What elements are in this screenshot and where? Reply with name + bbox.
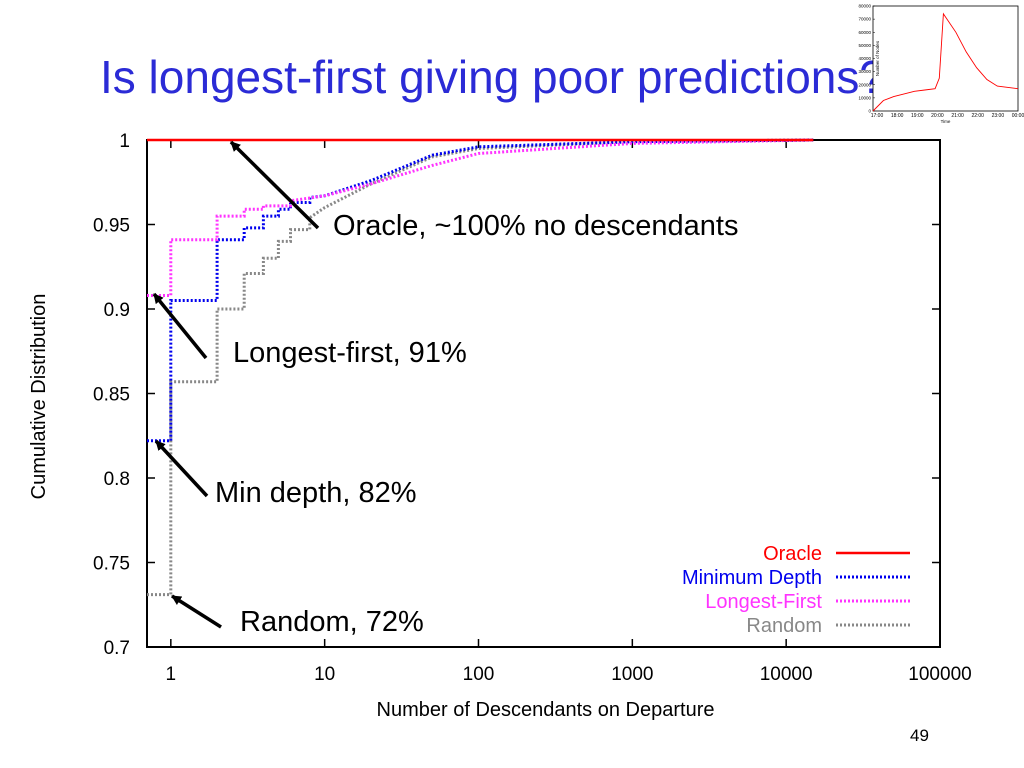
y-tick-label: 0.7 <box>104 638 130 659</box>
legend-label: Oracle <box>763 543 822 565</box>
thumb-x-tick-label: 17:00 <box>871 113 884 119</box>
oracle-arrow <box>229 140 320 230</box>
x-tick-label: 100 <box>463 664 495 685</box>
thumb-frame <box>872 5 1019 112</box>
random-annotation: Random, 72% <box>240 606 424 638</box>
min-depth-arrow <box>154 439 209 498</box>
series-line-longest-first <box>147 138 814 297</box>
thumb-x-tick-label: 19:00 <box>911 113 924 119</box>
longest-first-arrow <box>152 292 208 360</box>
x-tick-label: 1 <box>166 664 177 685</box>
longest-first-annotation: Longest-first, 91% <box>233 337 467 369</box>
y-tick-label: 0.8 <box>104 469 130 490</box>
thumb-x-tick-label: 00:00 <box>1012 113 1024 119</box>
thumb-x-axis-label: Time <box>941 119 951 124</box>
y-axis-label: Cumulative Distribution <box>28 294 50 500</box>
thumb-y-tick-label: 60000 <box>858 30 871 35</box>
thumb-x-tick-label: 21:00 <box>951 113 964 119</box>
thumb-x-tick-label: 20:00 <box>931 113 944 119</box>
legend-label: Longest-First <box>705 591 822 613</box>
thumb-x-tick-label: 22:00 <box>971 113 984 119</box>
series-line-random <box>147 138 814 597</box>
y-tick-label: 0.95 <box>93 216 130 237</box>
thumb-y-tick-label: 10000 <box>858 95 871 100</box>
thumb-y-tick-label: 40000 <box>858 56 871 61</box>
x-tick-label: 10000 <box>760 664 813 685</box>
x-axis-label: Number of Descendants on Departure <box>377 699 715 721</box>
oracle-annotation: Oracle, ~100% no descendants <box>333 210 739 242</box>
legend-label: Minimum Depth <box>682 567 822 589</box>
x-tick-label: 10 <box>314 664 335 685</box>
thumb-y-axis-label: Number of Nodes <box>875 40 880 76</box>
slide-number: 49 <box>910 726 929 745</box>
thumb-y-tick-label: 80000 <box>858 4 871 9</box>
y-tick-label: 0.85 <box>93 385 130 406</box>
min-depth-annotation: Min depth, 82% <box>215 477 417 509</box>
thumb-y-tick-label: 20000 <box>858 82 871 87</box>
thumb-y-tick-label: 0 <box>868 109 871 114</box>
thumb-y-tick-label: 50000 <box>858 43 871 48</box>
legend-label: Random <box>746 615 822 637</box>
y-tick-label: 0.75 <box>93 554 130 575</box>
thumb-x-tick-label: 23:00 <box>992 113 1005 119</box>
thumb-y-tick-label: 30000 <box>858 69 871 74</box>
slide-title: Is longest-first giving poor predictions… <box>100 51 885 103</box>
random-arrow <box>171 594 222 629</box>
y-tick-label: 1 <box>119 131 130 152</box>
y-tick-label: 0.9 <box>104 300 130 321</box>
x-tick-label: 1000 <box>611 664 653 685</box>
thumb-series-line <box>872 12 1019 112</box>
thumb-y-tick-label: 70000 <box>858 17 871 22</box>
x-tick-label: 100000 <box>908 664 971 685</box>
thumb-x-tick-label: 18:00 <box>891 113 904 119</box>
